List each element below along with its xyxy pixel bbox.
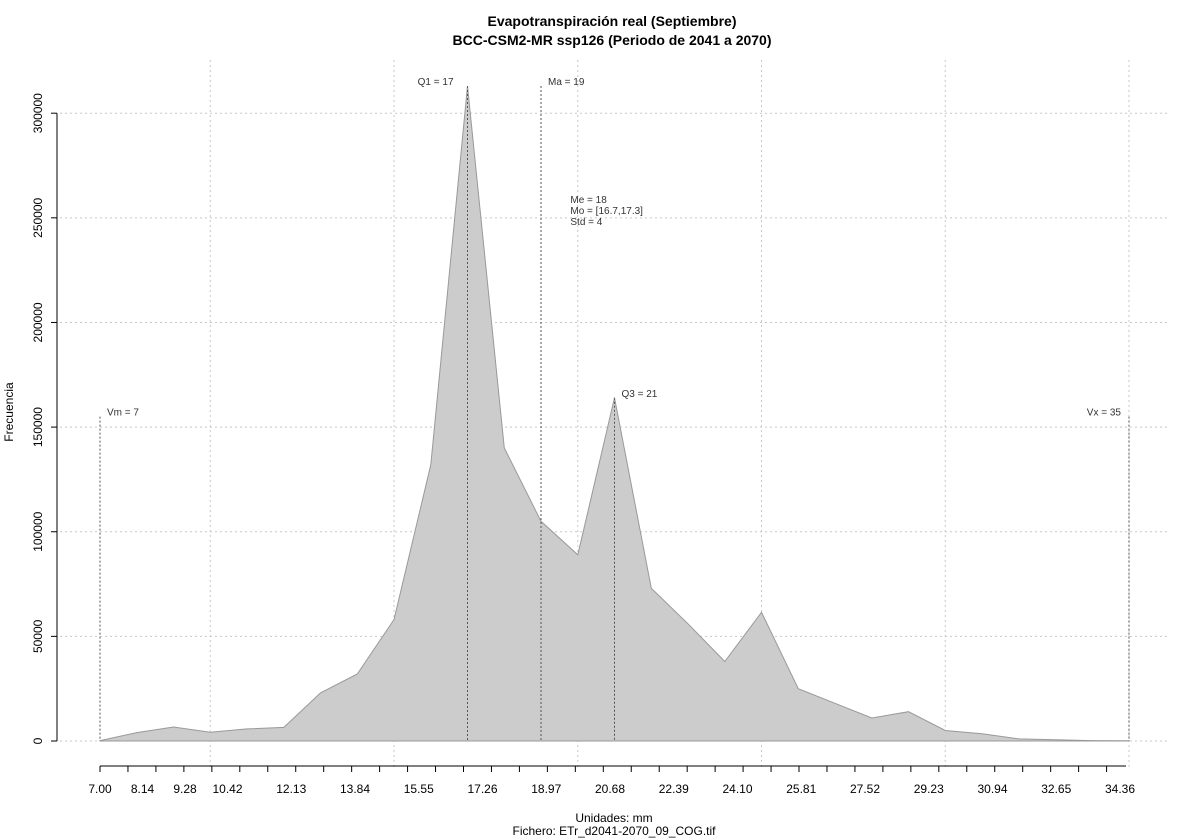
x-tick-label: 18.97 — [531, 782, 561, 796]
y-tick-label: 250000 — [31, 197, 45, 237]
x-tick-label: 22.39 — [659, 782, 689, 796]
x-tick-label: 29.23 — [914, 782, 944, 796]
y-axis-label: Frecuencia — [2, 382, 16, 442]
x-tick-label: 8.14 — [131, 782, 155, 796]
annotation-label: Q1 = 17 — [418, 77, 454, 88]
x-axis-label: Unidades: mm — [575, 811, 652, 825]
x-tick-label: 15.55 — [404, 782, 434, 796]
file-caption: Fichero: ETr_d2041-2070_09_COG.tif — [513, 824, 717, 838]
x-tick-label: 7.00 — [88, 782, 112, 796]
chart-subtitle: BCC-CSM2-MR ssp126 (Periodo de 2041 a 20… — [453, 32, 772, 48]
x-tick-label: 17.26 — [467, 782, 497, 796]
x-tick-label: 34.36 — [1105, 782, 1135, 796]
x-tick-label: 24.10 — [722, 782, 752, 796]
annotation-label: Ma = 19 — [548, 77, 585, 88]
annotation-label: Q3 = 21 — [622, 389, 658, 400]
x-axis: 7.00 8.14 9.28 10.42 12.13 13.84 15.55 17.26 18.… — [88, 765, 1135, 796]
y-tick-label: 300000 — [31, 93, 45, 133]
x-tick-label: 20.68 — [595, 782, 625, 796]
annotation-layer: Vm = 7 Q1 = 17 Ma = 19 Q3 = 21 Vx = 35 — [99, 77, 1130, 741]
x-tick-label: 10.42 — [212, 782, 242, 796]
x-tick-label: 27.52 — [850, 782, 880, 796]
area-layer — [99, 85, 1130, 742]
stat-text: Mo = [16.7,17.3] — [570, 206, 643, 217]
y-tick-label: 150000 — [31, 407, 45, 447]
y-tick-label: 50000 — [31, 619, 45, 653]
x-tick-label: 32.65 — [1041, 782, 1071, 796]
y-tick-label: 100000 — [31, 511, 45, 551]
annotation-label: Vx = 35 — [1087, 408, 1122, 419]
y-axis: 0 50000 100000 150000 200000 250000 300000 — [31, 93, 58, 744]
x-tick-label: 25.81 — [786, 782, 816, 796]
x-tick-label: 9.28 — [173, 782, 197, 796]
histogram-area — [99, 85, 1130, 742]
x-tick-label: 30.94 — [977, 782, 1007, 796]
annotation-label: Vm = 7 — [107, 408, 139, 419]
stat-text: Std = 4 — [570, 217, 602, 228]
chart-title: Evapotranspiración real (Septiembre) — [488, 13, 737, 29]
x-tick-label: 13.84 — [340, 782, 370, 796]
y-tick-label: 0 — [31, 737, 45, 744]
x-tick-label: 12.13 — [276, 782, 306, 796]
y-tick-label: 200000 — [31, 302, 45, 342]
stat-text: Me = 18 — [570, 195, 607, 206]
